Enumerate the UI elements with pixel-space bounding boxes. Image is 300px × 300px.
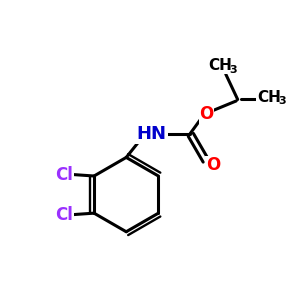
Text: O: O	[206, 157, 220, 175]
Text: Cl: Cl	[56, 166, 73, 184]
Text: CH: CH	[257, 90, 281, 105]
Text: 3: 3	[229, 65, 236, 75]
Text: CH: CH	[208, 58, 232, 74]
Text: 3: 3	[278, 96, 286, 106]
Text: Cl: Cl	[56, 206, 73, 224]
Text: O: O	[199, 105, 214, 123]
Text: HN: HN	[136, 125, 166, 143]
